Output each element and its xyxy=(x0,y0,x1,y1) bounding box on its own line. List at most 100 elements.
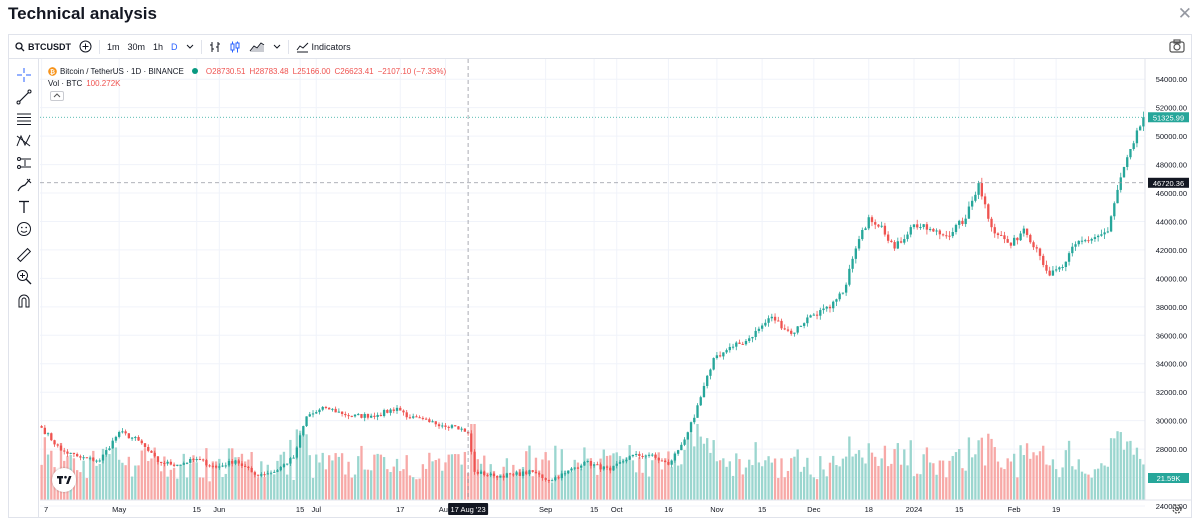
crosshair-icon[interactable] xyxy=(16,67,32,83)
text-tool-icon[interactable] xyxy=(16,199,32,215)
candle-body xyxy=(1035,247,1038,249)
symbol-search-button[interactable]: BTCUSDT xyxy=(9,35,75,59)
price-axis-tick: 52000.00 xyxy=(1156,104,1187,113)
volume-bar xyxy=(899,464,903,500)
volume-bar xyxy=(525,451,528,500)
volume-bar xyxy=(75,470,79,500)
candle-body xyxy=(880,225,883,227)
volume-bar xyxy=(418,478,421,500)
volume-bar xyxy=(166,476,169,500)
time-axis-tick: 15 xyxy=(590,505,598,514)
candle-body xyxy=(344,413,347,416)
volume-bar xyxy=(702,443,706,500)
interval-dropdown[interactable] xyxy=(182,35,198,59)
volume-bar xyxy=(977,440,980,500)
volume-bar xyxy=(848,436,851,500)
volume-bar xyxy=(822,469,825,500)
candle-body xyxy=(276,470,279,472)
volume-bar xyxy=(518,468,521,500)
legend-collapse-button[interactable] xyxy=(50,91,64,101)
trend-line-icon[interactable] xyxy=(16,89,32,105)
interval-d[interactable]: D xyxy=(171,41,178,52)
volume-bar xyxy=(954,452,958,500)
zoom-in-icon[interactable] xyxy=(16,269,32,285)
pattern-icon[interactable] xyxy=(16,133,32,149)
camera-icon[interactable] xyxy=(1169,38,1185,54)
candle-body xyxy=(1000,235,1003,237)
volume-bar xyxy=(370,470,373,500)
brush-icon[interactable] xyxy=(16,177,32,193)
candle-body xyxy=(709,369,712,376)
time-axis-tick: Aug xyxy=(439,505,452,514)
candle-body xyxy=(412,416,415,418)
volume-bar xyxy=(521,467,525,500)
volume-bar xyxy=(657,452,660,500)
volume-bar xyxy=(1126,441,1129,500)
candle-body xyxy=(822,308,825,311)
time-axis-tick: 16 xyxy=(664,505,672,514)
candle-body xyxy=(693,417,696,423)
volume-bar xyxy=(331,460,334,500)
candle-body xyxy=(1012,237,1016,246)
candle-body xyxy=(340,411,344,414)
volume-bar xyxy=(140,450,143,500)
candle-body xyxy=(434,421,437,425)
candle-body xyxy=(922,224,925,228)
interval-30m[interactable]: 30m xyxy=(127,41,146,52)
volume-bar xyxy=(970,457,974,500)
bars-style-button[interactable] xyxy=(205,35,225,59)
area-style-button[interactable] xyxy=(245,35,269,59)
volume-bar xyxy=(412,477,415,500)
candle-body xyxy=(360,414,363,418)
measure-range-icon[interactable] xyxy=(16,155,32,171)
chart-style-dropdown[interactable] xyxy=(269,35,285,59)
time-axis-tick: Jul xyxy=(311,505,321,514)
chart-plot-area[interactable]: 54000.00 52000.00 50000.00 48000.00 46000.00… xyxy=(40,59,1191,517)
volume-bar xyxy=(318,462,321,500)
candle-body xyxy=(473,451,476,472)
indicators-button[interactable]: Indicators xyxy=(292,35,355,59)
compare-symbol-button[interactable] xyxy=(75,35,96,59)
candle-body xyxy=(870,217,874,223)
volume-bar xyxy=(715,461,719,500)
candle-body xyxy=(508,473,512,475)
candle-body xyxy=(185,462,189,464)
candles-icon xyxy=(230,41,240,52)
candle-body xyxy=(328,407,331,410)
settings-gear-icon[interactable] xyxy=(1172,504,1182,514)
emoji-icon[interactable] xyxy=(16,221,32,237)
candle-body xyxy=(234,460,237,464)
volume-bar xyxy=(1142,464,1145,500)
interval-1h[interactable]: 1h xyxy=(153,41,164,52)
volume-bar xyxy=(909,440,912,500)
volume-bar xyxy=(683,449,686,500)
candle-body xyxy=(977,183,980,195)
magnet-icon[interactable] xyxy=(16,293,32,309)
horizontal-lines-icon[interactable] xyxy=(16,111,32,127)
candle-body xyxy=(1109,216,1113,232)
volume-bar xyxy=(932,463,935,500)
candle-body xyxy=(783,328,786,330)
price-axis-tick: 28000.00 xyxy=(1156,445,1187,454)
close-icon[interactable]: ✕ xyxy=(1177,4,1192,24)
candle-body xyxy=(964,218,967,225)
volume-bar xyxy=(896,443,899,500)
price-axis-tick: 48000.00 xyxy=(1156,161,1187,170)
tradingview-logo[interactable] xyxy=(52,468,76,492)
candle-body xyxy=(938,230,941,235)
candles-style-button[interactable] xyxy=(225,35,245,59)
candle-body xyxy=(192,458,195,460)
candle-body xyxy=(176,464,179,466)
ruler-icon[interactable] xyxy=(16,247,32,263)
price-axis-tick: 32000.00 xyxy=(1156,388,1187,397)
volume-bar xyxy=(1061,467,1064,500)
candle-body xyxy=(1067,253,1071,262)
candle-body xyxy=(227,460,231,466)
candle-body xyxy=(457,426,460,430)
candle-body xyxy=(1054,269,1058,271)
interval-1m[interactable]: 1m xyxy=(107,41,120,52)
volume-bar xyxy=(1025,443,1029,500)
volume-bar xyxy=(108,454,111,500)
volume-bar xyxy=(651,460,654,500)
volume-bar xyxy=(50,450,53,500)
